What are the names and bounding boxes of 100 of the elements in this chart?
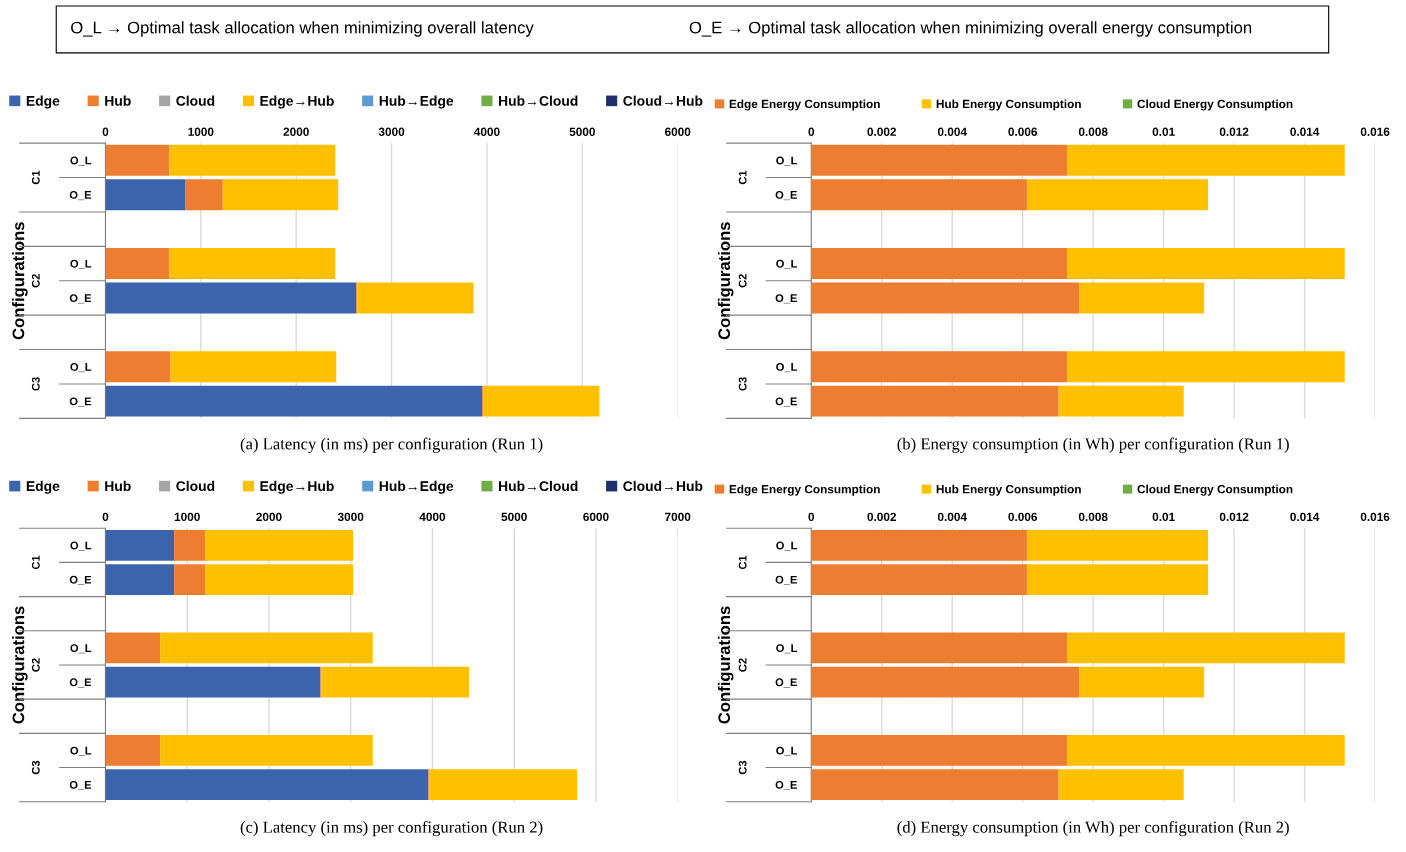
legend-label: Hub→Edge xyxy=(379,480,454,494)
text: C1 xyxy=(31,170,40,185)
x-tick-label: 0.008 xyxy=(1078,512,1108,522)
text: (c) Latency (in ms) per configuration (Run 2) xyxy=(240,820,543,837)
bar xyxy=(105,564,175,595)
y-tick-label: O_E xyxy=(69,397,92,407)
bar xyxy=(105,144,170,176)
x-tick-label: 0.004 xyxy=(937,512,967,522)
bar xyxy=(105,385,483,417)
y-tick-label: O_E xyxy=(69,780,92,791)
x-tick-label: 0.016 xyxy=(1360,127,1390,136)
x-tick-label: 0 xyxy=(102,127,109,136)
bar xyxy=(222,179,339,211)
bar xyxy=(321,666,470,698)
y-axis-title: Configurations xyxy=(12,606,28,724)
x-tick-label: 0.002 xyxy=(867,512,897,522)
legend-label: Edge xyxy=(26,480,60,494)
x-tick-label: 0 xyxy=(808,512,815,522)
x-tick-label: 0.016 xyxy=(1360,512,1390,522)
bar xyxy=(105,666,321,698)
bar xyxy=(169,144,336,176)
bar xyxy=(1079,282,1205,314)
text: C3 xyxy=(738,377,747,391)
x-tick-label: 1000 xyxy=(188,127,214,136)
text: C2 xyxy=(31,274,40,288)
x-tick-label: 5000 xyxy=(501,512,527,522)
y-tick-label: O_L xyxy=(776,746,798,756)
y-tick-label: O_E xyxy=(775,575,797,585)
y-tick-label: O_E xyxy=(69,294,92,304)
legend-label: Edge→Hub xyxy=(260,95,334,109)
y-tick-label: O_L xyxy=(70,259,92,269)
y-tick-label: O_E xyxy=(775,780,797,791)
bar xyxy=(811,632,1068,664)
bar xyxy=(160,735,373,766)
y-tick-label: O_L xyxy=(70,156,92,166)
y-tick-label: O_L xyxy=(70,644,92,654)
bar xyxy=(205,529,354,561)
y-tick-label: O_L xyxy=(776,644,798,654)
bar xyxy=(811,179,1027,211)
bar xyxy=(170,351,337,383)
x-tick-label: 1000 xyxy=(174,512,200,522)
x-tick-label: 0.008 xyxy=(1078,127,1108,136)
x-tick-label: 2000 xyxy=(283,127,309,136)
bar xyxy=(1067,632,1345,664)
x-tick-label: 0.006 xyxy=(1008,512,1038,522)
bar xyxy=(429,769,578,801)
bar xyxy=(811,666,1080,698)
legend-label: Hub→Edge xyxy=(379,95,454,109)
x-tick-label: 0.01 xyxy=(1152,127,1175,136)
y-tick-label: O_L xyxy=(776,259,798,269)
x-tick-label: 0.006 xyxy=(1008,127,1038,136)
x-tick-label: 3000 xyxy=(378,127,405,136)
bar xyxy=(160,632,373,664)
bar xyxy=(1067,144,1345,176)
text: C1 xyxy=(738,555,747,570)
text: C3 xyxy=(31,760,40,775)
bar xyxy=(811,735,1068,766)
bar xyxy=(105,632,161,664)
x-tick-label: 4000 xyxy=(473,127,500,136)
bar xyxy=(1026,529,1209,561)
text: (b) Energy consumption (in Wh) per configuration (Run 1) xyxy=(897,437,1289,453)
y-tick-label: O_L xyxy=(70,746,92,756)
bar xyxy=(105,351,171,383)
bar xyxy=(105,769,429,801)
y-tick-label: O_L xyxy=(776,156,798,166)
legend-label: Edge xyxy=(26,95,60,109)
bar xyxy=(1079,666,1205,698)
legend-label: Cloud→Hub xyxy=(623,480,703,492)
bar xyxy=(105,179,186,211)
bar xyxy=(1067,351,1345,383)
x-tick-label: 0 xyxy=(102,512,109,522)
bar xyxy=(169,248,336,280)
bar xyxy=(105,529,175,561)
x-tick-label: 0.012 xyxy=(1219,127,1249,136)
bar xyxy=(205,564,354,595)
x-tick-label: 6000 xyxy=(664,127,691,136)
bar xyxy=(811,351,1068,383)
legend-label: Hub Energy Consumption xyxy=(936,99,1081,111)
legend-label: Cloud Energy Consumption xyxy=(1137,99,1293,111)
legend-label: Hub Energy Consumption xyxy=(936,484,1081,496)
bar xyxy=(811,248,1068,280)
text: C1 xyxy=(31,555,40,570)
text: O_E → Optimal task allocation when minimizing overall energy consumption xyxy=(689,21,1252,37)
bar xyxy=(1026,564,1209,595)
y-axis-title: Configurations xyxy=(717,606,734,724)
bar xyxy=(185,179,223,211)
legend-label: Hub→Cloud xyxy=(499,95,578,106)
text: C2 xyxy=(31,658,40,672)
legend-label: Cloud Energy Consumption xyxy=(1137,484,1293,496)
bar xyxy=(174,529,206,561)
x-tick-label: 3000 xyxy=(337,512,364,522)
text: O_L → Optimal task allocation when minimizing overall latency xyxy=(71,21,534,37)
bar xyxy=(811,385,1059,417)
legend-label: Edge Energy Consumption xyxy=(729,484,880,496)
x-tick-label: 0 xyxy=(808,127,815,136)
bar xyxy=(1067,248,1345,280)
legend-label: Cloud→Hub xyxy=(623,95,703,106)
bar xyxy=(1067,735,1345,766)
text: C1 xyxy=(738,170,747,185)
text: (a) Latency (in ms) per configuration (Run 1) xyxy=(240,437,543,453)
